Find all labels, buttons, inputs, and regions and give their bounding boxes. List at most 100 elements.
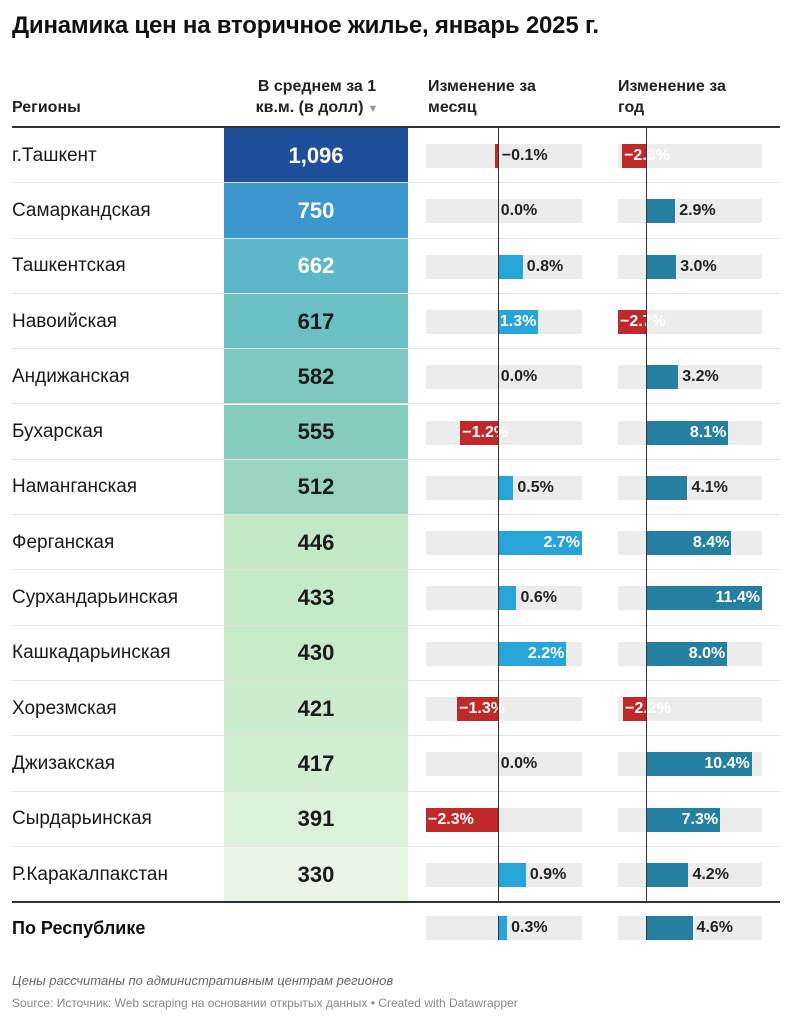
year-change-track: 4.2% xyxy=(618,862,762,887)
year-change-bar[interactable] xyxy=(645,531,732,556)
month-change-bar[interactable] xyxy=(457,697,498,721)
month-change-bar[interactable] xyxy=(426,807,498,832)
year-change-bar[interactable] xyxy=(645,254,677,279)
row-divider xyxy=(12,458,780,460)
year-change-track: 11.4% xyxy=(618,586,762,611)
year-change-bar[interactable] xyxy=(645,807,721,832)
header-rule xyxy=(12,126,780,128)
table-row: Самаркандская 750 0.0% 2.9% xyxy=(0,183,792,239)
month-change-track: 1.3% xyxy=(426,309,582,334)
year-change-bar[interactable] xyxy=(645,916,693,940)
month-change-label: −0.1% xyxy=(501,147,548,164)
total-rule xyxy=(12,901,780,903)
year-change-label: 2.9% xyxy=(679,202,716,220)
column-header-avg-price[interactable]: В среднем за 1 кв.м. (в долл) ▼ xyxy=(226,76,408,120)
region-name: Наманганская xyxy=(12,476,138,498)
year-change-bar[interactable] xyxy=(645,420,729,445)
region-name: Самаркандская xyxy=(12,199,151,221)
year-change-bar[interactable] xyxy=(645,586,762,611)
footer-source: Source: Источник: Web scraping на основа… xyxy=(12,996,518,1010)
year-change-bar[interactable] xyxy=(645,752,752,777)
year-zero-line xyxy=(645,128,647,903)
avg-price-cell: 446 xyxy=(224,515,408,571)
avg-price-cell: 330 xyxy=(224,846,408,903)
year-change-track: 10.4% xyxy=(618,752,762,777)
month-change-bar[interactable] xyxy=(460,420,498,445)
column-header-month-line1: Изменение за xyxy=(428,78,536,95)
year-change-label: 3.2% xyxy=(682,368,719,386)
column-header-year-line2: год xyxy=(618,99,645,116)
month-change-bar[interactable] xyxy=(497,309,539,334)
year-change-label: −2.3% xyxy=(624,147,670,164)
table-row: Джизакская 417 0.0% 10.4% xyxy=(0,736,792,792)
month-change-bar[interactable] xyxy=(494,144,498,168)
month-change-bar[interactable] xyxy=(497,254,523,279)
month-change-label: −2.3% xyxy=(428,810,474,828)
row-divider xyxy=(12,735,780,737)
region-name: Навоийская xyxy=(12,310,118,332)
avg-price-cell: 421 xyxy=(224,681,408,737)
year-change-bar[interactable] xyxy=(645,862,689,887)
row-divider xyxy=(12,624,780,626)
year-change-label: −2.7% xyxy=(620,312,666,330)
year-change-label: 8.1% xyxy=(689,423,727,441)
month-change-track: −1.3% xyxy=(426,697,582,721)
month-change-track: 0.3% xyxy=(426,916,582,940)
region-name: Р.Каракалпакстан xyxy=(12,863,168,885)
year-change-bar[interactable] xyxy=(622,144,646,168)
month-zero-line xyxy=(497,128,499,903)
year-change-label: 7.3% xyxy=(681,810,719,828)
row-divider xyxy=(12,292,780,294)
month-change-bar[interactable] xyxy=(497,531,582,556)
region-name: г.Ташкент xyxy=(12,144,97,166)
month-change-label: 0.9% xyxy=(529,865,567,883)
column-header-region: Регионы xyxy=(12,99,81,116)
year-change-bar[interactable] xyxy=(618,309,646,334)
month-change-bar[interactable] xyxy=(497,862,526,887)
month-change-track: −1.2% xyxy=(426,420,582,445)
region-name: Хорезмская xyxy=(12,697,117,719)
table-row: Бухарская 555 −1.2% 8.1% xyxy=(0,404,792,460)
row-divider xyxy=(12,403,780,405)
avg-price-cell: 582 xyxy=(224,349,408,405)
year-change-label: 11.4% xyxy=(715,589,760,607)
month-change-label: 0.3% xyxy=(511,919,548,936)
month-change-label: 0.0% xyxy=(500,202,538,220)
year-change-track: −2.2% xyxy=(618,697,762,721)
table-row: Ташкентская 662 0.8% 3.0% xyxy=(0,238,792,294)
chart-title: Динамика цен на вторичное жилье, январь … xyxy=(12,12,599,39)
year-change-label: 10.4% xyxy=(704,755,750,773)
year-change-bar[interactable] xyxy=(645,365,679,390)
month-change-label: 2.7% xyxy=(543,534,580,552)
month-change-track: −2.3% xyxy=(426,807,582,832)
month-change-bar[interactable] xyxy=(497,475,514,500)
table-row: Андижанская 582 0.0% 3.2% xyxy=(0,349,792,405)
year-change-bar[interactable] xyxy=(645,199,676,224)
month-change-bar[interactable] xyxy=(497,916,508,940)
year-change-bar[interactable] xyxy=(645,475,688,500)
month-change-track: 0.0% xyxy=(426,365,582,390)
month-change-bar[interactable] xyxy=(497,586,517,611)
month-change-label: 0.0% xyxy=(500,368,538,386)
avg-price-cell: 750 xyxy=(224,183,408,239)
year-change-track: 2.9% xyxy=(618,199,762,224)
region-name: Сырдарьинская xyxy=(12,808,152,830)
avg-price-cell: 417 xyxy=(224,736,408,792)
year-change-label: 4.2% xyxy=(692,865,729,883)
year-change-track: 8.4% xyxy=(618,531,762,556)
month-change-bar[interactable] xyxy=(497,641,567,666)
column-header-year-change: Изменение за год xyxy=(618,76,778,118)
avg-price-cell: 662 xyxy=(224,238,408,294)
month-change-track: 2.7% xyxy=(426,531,582,556)
year-change-bar[interactable] xyxy=(645,641,728,666)
year-change-track: 4.1% xyxy=(618,475,762,500)
row-divider xyxy=(12,790,780,792)
year-change-bar[interactable] xyxy=(623,697,646,721)
year-change-track: −2.3% xyxy=(618,144,762,168)
year-change-track: 4.6% xyxy=(618,916,762,940)
column-header-month-line2: месяц xyxy=(428,99,477,116)
month-change-label: 2.2% xyxy=(527,644,565,662)
sort-down-icon[interactable]: ▼ xyxy=(367,103,379,115)
month-change-track: 2.2% xyxy=(426,641,582,666)
table-row: г.Ташкент 1,096 −0.1% −2.3% xyxy=(0,128,792,184)
